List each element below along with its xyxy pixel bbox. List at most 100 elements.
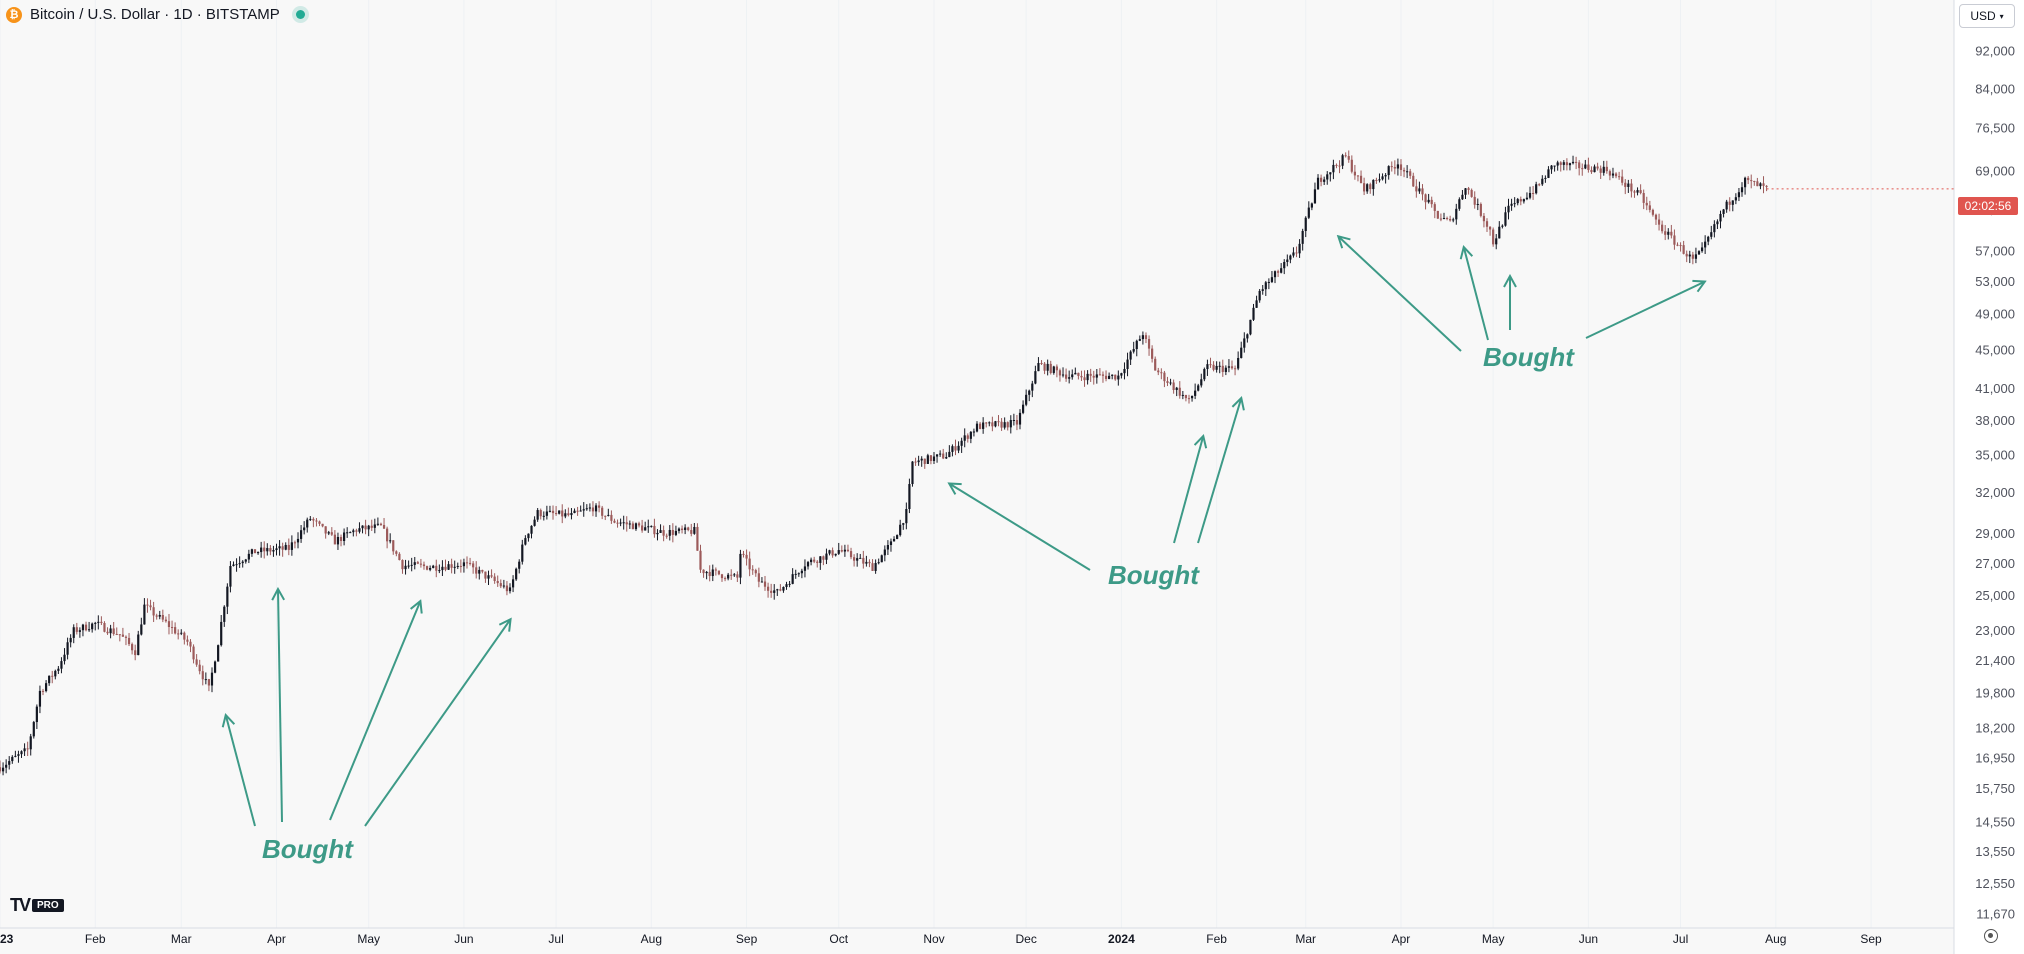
candle-body bbox=[561, 510, 564, 517]
candle-body bbox=[1707, 236, 1710, 242]
candle-body bbox=[1273, 271, 1277, 278]
annotation-arrow bbox=[278, 590, 282, 823]
candle-body bbox=[41, 690, 45, 692]
candle-body bbox=[407, 565, 410, 567]
candle-body bbox=[1320, 177, 1323, 182]
candle-body bbox=[1488, 226, 1492, 230]
candle-body bbox=[201, 671, 204, 680]
candle-body bbox=[38, 690, 42, 707]
candle-body bbox=[745, 554, 748, 559]
candle-body bbox=[1645, 202, 1648, 206]
candle-body bbox=[1691, 254, 1694, 259]
candle-body bbox=[1126, 359, 1129, 369]
candle-body bbox=[450, 564, 453, 568]
candle-body bbox=[386, 528, 389, 542]
candle-body bbox=[183, 632, 186, 640]
candle-body bbox=[106, 631, 109, 634]
candle-body bbox=[896, 535, 899, 539]
currency-selector[interactable]: USD ▾ bbox=[1959, 4, 2015, 28]
candle-body bbox=[945, 457, 948, 459]
candle-body bbox=[1280, 268, 1283, 273]
candle-body bbox=[1160, 372, 1163, 374]
bought-label: Bought bbox=[1108, 560, 1199, 590]
candle-body bbox=[1510, 203, 1513, 206]
candle-body bbox=[822, 556, 825, 560]
candle-body bbox=[232, 564, 235, 567]
bought-label: Bought bbox=[1483, 342, 1574, 372]
candle-body bbox=[889, 541, 893, 546]
candle-body bbox=[1212, 364, 1215, 370]
candle-body bbox=[816, 561, 819, 563]
candle-body bbox=[1224, 367, 1227, 372]
candle-body bbox=[1399, 164, 1403, 170]
candle-body bbox=[100, 621, 103, 623]
candle-body bbox=[705, 571, 708, 574]
candle-body bbox=[177, 633, 180, 635]
candle-body bbox=[1169, 382, 1172, 384]
candle-body bbox=[659, 530, 662, 533]
candle-body bbox=[186, 639, 189, 642]
candle-body bbox=[1467, 188, 1470, 190]
candle-body bbox=[72, 627, 75, 638]
candle-body bbox=[253, 549, 257, 554]
candle-body bbox=[287, 544, 290, 550]
candle-body bbox=[714, 569, 717, 571]
price-tick-label: 32,000 bbox=[1975, 485, 2015, 500]
candle-body bbox=[1298, 243, 1301, 254]
candle-body bbox=[1743, 177, 1747, 188]
tradingview-pro-logo[interactable]: TV PRO bbox=[10, 895, 64, 916]
candle-body bbox=[1621, 176, 1624, 183]
candle-body bbox=[1541, 178, 1544, 185]
candle-body bbox=[432, 565, 435, 568]
time-tick-label: Jul bbox=[1673, 932, 1688, 946]
candle-body bbox=[554, 513, 558, 515]
candle-body bbox=[60, 661, 63, 669]
candle-body bbox=[1504, 212, 1507, 226]
candle-body bbox=[1249, 319, 1252, 335]
candle-body bbox=[1307, 207, 1310, 218]
countdown-tag: 02:02:56 bbox=[1958, 197, 2018, 215]
candle-body bbox=[914, 461, 917, 463]
time-tick-label: 2023 bbox=[0, 932, 14, 946]
candle-body bbox=[1571, 161, 1575, 164]
candle-body bbox=[401, 560, 404, 570]
symbol-header[interactable]: ₿ Bitcoin / U.S. Dollar · 1D · BITSTAMP bbox=[6, 6, 305, 23]
candle-body bbox=[1559, 162, 1562, 165]
candle-body bbox=[1719, 213, 1722, 222]
candle-body bbox=[680, 528, 684, 531]
candle-body bbox=[161, 615, 164, 620]
candle-body bbox=[1267, 281, 1270, 283]
candle-body bbox=[760, 581, 764, 583]
annotation-arrow bbox=[1464, 248, 1489, 341]
candle-body bbox=[1442, 218, 1446, 220]
candle-body bbox=[1436, 210, 1439, 219]
price-tick-label: 18,200 bbox=[1975, 721, 2015, 736]
candle-body bbox=[1740, 187, 1744, 193]
candle-body bbox=[29, 736, 32, 750]
candle-body bbox=[1550, 165, 1553, 170]
candle-body bbox=[1528, 192, 1532, 198]
candle-body bbox=[665, 535, 668, 537]
candle-body bbox=[637, 523, 641, 526]
time-tick-label: 2024 bbox=[1108, 932, 1135, 946]
gear-icon[interactable] bbox=[1984, 929, 1998, 943]
price-tick-label: 12,550 bbox=[1975, 876, 2015, 891]
candle-body bbox=[1538, 184, 1541, 186]
candle-body bbox=[656, 532, 659, 535]
candle-body bbox=[1077, 372, 1080, 376]
annotation-arrow bbox=[950, 484, 1091, 571]
candle-body bbox=[1101, 374, 1105, 376]
candle-body bbox=[570, 513, 573, 516]
candle-body bbox=[260, 547, 263, 553]
candle-body bbox=[757, 573, 760, 582]
candle-body bbox=[1304, 217, 1307, 231]
time-tick-label: Mar bbox=[1295, 932, 1316, 946]
candle-body bbox=[1387, 166, 1390, 176]
candle-body bbox=[1611, 173, 1615, 176]
candle-body bbox=[505, 585, 509, 592]
candle-body bbox=[871, 563, 874, 571]
candle-body bbox=[1363, 183, 1366, 192]
candle-body bbox=[634, 523, 638, 530]
candle-body bbox=[699, 550, 702, 570]
